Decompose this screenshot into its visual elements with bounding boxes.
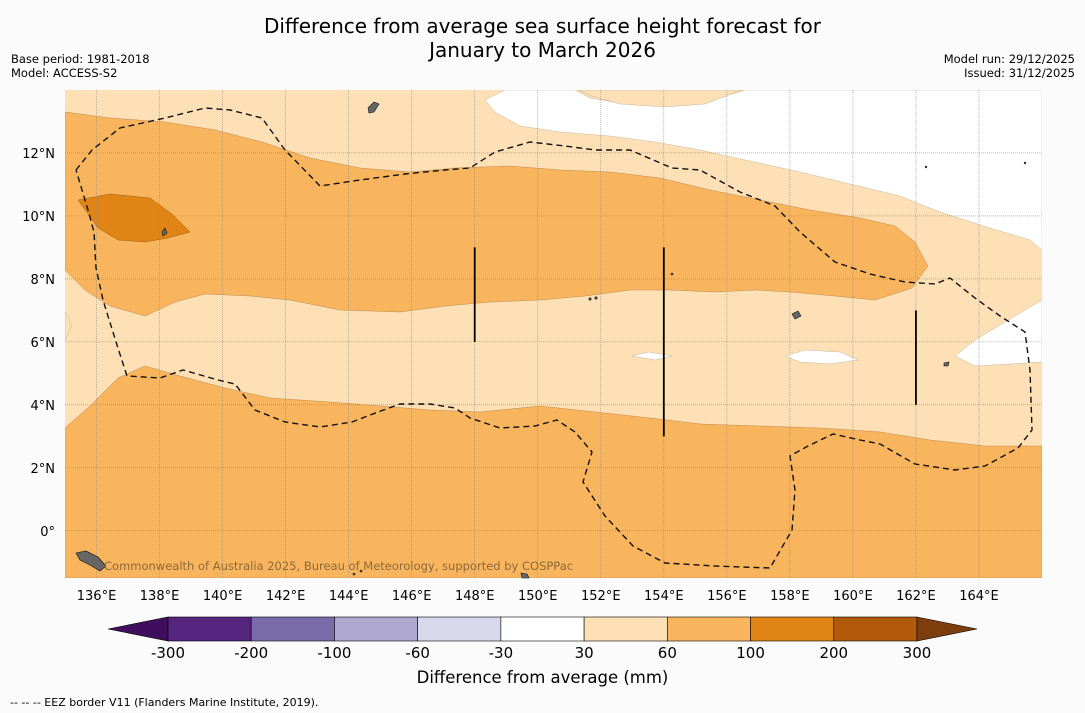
eez-border bbox=[75, 107, 1033, 569]
chart-title: Difference from average sea surface heig… bbox=[0, 14, 1085, 62]
contour-60-100-south bbox=[65, 365, 1042, 578]
y-tick-label: 0° bbox=[40, 525, 55, 540]
contour-fields bbox=[65, 90, 1042, 578]
island-dot-3 bbox=[670, 272, 674, 276]
colorbar-tick-label: -300 bbox=[151, 644, 185, 662]
contour-neutral-east bbox=[954, 299, 1042, 367]
island-dot-2 bbox=[594, 296, 598, 300]
colorbar-tick-label: -200 bbox=[234, 644, 268, 662]
colorbar-segment bbox=[500, 616, 585, 642]
contour-neutral-mid bbox=[784, 349, 859, 365]
x-tick-label: 142°E bbox=[266, 589, 306, 604]
island-5 bbox=[520, 572, 530, 579]
island-2 bbox=[161, 227, 168, 237]
y-tick-label: 8°N bbox=[31, 273, 56, 288]
y-tick-label: 2°N bbox=[31, 462, 56, 477]
x-tick-label: 160°E bbox=[833, 589, 873, 604]
island-6 bbox=[943, 361, 950, 367]
colorbar-segment bbox=[833, 616, 918, 642]
base-period-text: Base period: 1981-2018 bbox=[11, 52, 150, 66]
x-tick-label: 136°E bbox=[77, 589, 117, 604]
model-run-text: Model run: 29/12/2025 bbox=[943, 52, 1075, 66]
y-tick-label: 10°N bbox=[22, 210, 55, 225]
colorbar-title: Difference from average (mm) bbox=[416, 668, 669, 687]
x-tick-label: 138°E bbox=[140, 589, 180, 604]
island-4 bbox=[75, 550, 107, 572]
model-text: Model: ACCESS-S2 bbox=[11, 66, 118, 80]
x-tick-label: 156°E bbox=[707, 589, 747, 604]
island-1 bbox=[367, 101, 380, 114]
contour-neutral-mid2 bbox=[631, 351, 673, 361]
x-tick-label: 162°E bbox=[896, 589, 936, 604]
footnote: -- -- -- EEZ border V11 (Flanders Marine… bbox=[10, 696, 319, 709]
colorbar-tick-label: 300 bbox=[903, 644, 932, 662]
copyright-text: Commonwealth of Australia 2025, Bureau o… bbox=[104, 559, 573, 573]
colorbar-tick-label: 100 bbox=[736, 644, 765, 662]
colorbar-segment bbox=[250, 616, 335, 642]
contour-30-60-north-inner bbox=[577, 90, 743, 108]
island-dot-5 bbox=[1023, 161, 1027, 165]
x-tick-label: 158°E bbox=[770, 589, 810, 604]
overlay-lines bbox=[473, 247, 917, 437]
island-dot-4 bbox=[924, 165, 928, 169]
colorbar-tick-label: 60 bbox=[658, 644, 677, 662]
x-tick-label: 140°E bbox=[203, 589, 243, 604]
colorbar-tick-label: 200 bbox=[819, 644, 848, 662]
colorbar-segment bbox=[417, 616, 502, 642]
meta-right: Model run: 29/12/2025 Issued: 31/12/2025 bbox=[944, 52, 1075, 80]
colorbar: -300 -200 -100 -60 -30 30 60 100 200 300 bbox=[107, 616, 978, 662]
x-tick-label: 146°E bbox=[392, 589, 432, 604]
y-tick-label: 12°N bbox=[22, 147, 55, 162]
island-dot-6 bbox=[352, 572, 356, 576]
island-dot-7 bbox=[359, 569, 363, 573]
islands bbox=[75, 101, 1027, 579]
contour-60-100-north bbox=[65, 111, 929, 317]
contour-100-200 bbox=[77, 193, 191, 243]
colorbar-segment bbox=[667, 616, 751, 642]
island-dot-1 bbox=[588, 297, 592, 301]
colorbar-segment bbox=[334, 616, 418, 642]
x-tick-label: 150°E bbox=[518, 589, 558, 604]
x-tick-label: 144°E bbox=[329, 589, 369, 604]
meta-left: Base period: 1981-2018 Model: ACCESS-S2 bbox=[11, 52, 150, 80]
colorbar-tick-label: 30 bbox=[575, 644, 594, 662]
colorbar-tick-label: -100 bbox=[317, 644, 351, 662]
y-tick-labels: 0° 2°N 4°N 6°N 8°N 10°N 12°N bbox=[22, 147, 55, 540]
x-tick-label: 164°E bbox=[959, 589, 999, 604]
contour-30-60-west-edge bbox=[65, 311, 73, 341]
colorbar-tick-label: -60 bbox=[405, 644, 430, 662]
colorbar-extend-high bbox=[916, 616, 978, 642]
issued-text: Issued: 31/12/2025 bbox=[964, 66, 1075, 80]
colorbar-segment bbox=[583, 616, 668, 642]
x-tick-label: 148°E bbox=[455, 589, 495, 604]
colorbar-tick-label: -30 bbox=[489, 644, 514, 662]
chart-title-line2: January to March 2026 bbox=[429, 38, 656, 62]
x-tick-label: 152°E bbox=[581, 589, 621, 604]
y-tick-label: 6°N bbox=[31, 336, 56, 351]
chart-title-line1: Difference from average sea surface heig… bbox=[263, 14, 822, 38]
island-3 bbox=[791, 310, 802, 320]
x-tick-labels: 136°E 138°E 140°E 142°E 144°E 146°E 148°E 150°E… bbox=[77, 589, 999, 604]
colorbar-segment bbox=[750, 616, 835, 642]
x-tick-label: 154°E bbox=[644, 589, 684, 604]
colorbar-segment bbox=[167, 616, 252, 642]
gridlines bbox=[65, 90, 1042, 578]
colorbar-extend-low bbox=[107, 616, 169, 642]
y-tick-label: 4°N bbox=[31, 399, 56, 414]
